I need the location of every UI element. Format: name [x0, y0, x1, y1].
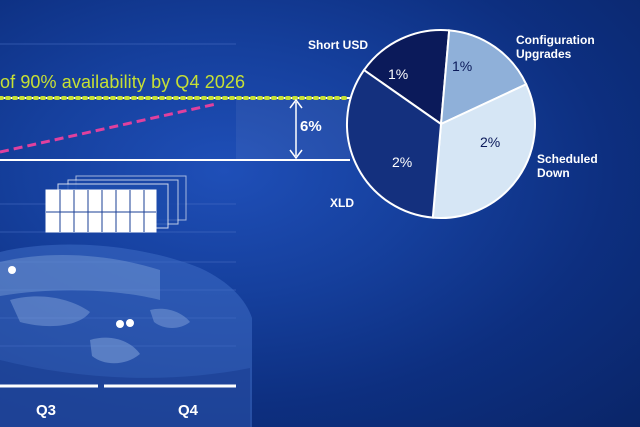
availability-band: [0, 97, 350, 161]
pie-slice-configuration-upgrades: [439, 29, 528, 126]
gap-arrow: [289, 98, 303, 160]
quarter-label-q3: Q3: [36, 402, 57, 419]
slice-name-short-usd: Short USD: [308, 38, 368, 52]
slice-value-xld: 2%: [392, 154, 413, 170]
slice-value-configuration-upgrades: 1%: [452, 58, 473, 74]
location-dot: [8, 266, 16, 274]
slice-name-scheduled-down: Scheduled Down: [537, 152, 598, 180]
slice-value-scheduled-down: 2%: [480, 134, 501, 150]
pie-slice-short-usd: [362, 29, 451, 126]
pie-slice-scheduled-down: [431, 82, 536, 219]
pie-chart: [346, 29, 536, 219]
quarter-label-q4: Q4: [178, 402, 199, 419]
slice-name-configuration-upgrades: Configuration Upgrades: [516, 33, 595, 61]
slice-value-short-usd: 1%: [388, 66, 409, 82]
trend-line: [0, 102, 217, 154]
pie-slice-xld: [346, 68, 443, 219]
goal-annotation: of 90% availability by Q4 2026: [0, 72, 246, 92]
location-dot: [116, 320, 124, 328]
slice-name-xld: XLD: [330, 196, 354, 210]
gap-label: 6%: [300, 118, 322, 135]
server-rack-icon: [45, 175, 187, 233]
location-dot: [126, 319, 134, 327]
globe-image: [0, 244, 252, 427]
